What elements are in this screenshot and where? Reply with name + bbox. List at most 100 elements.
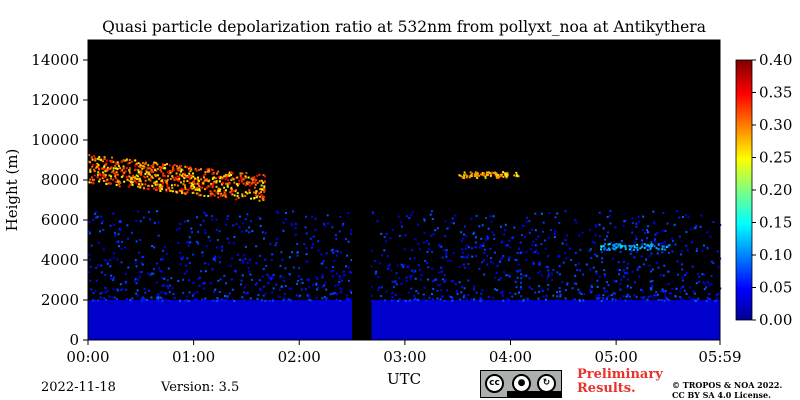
aerosol-pixel	[597, 294, 600, 297]
cirrus-pixel	[224, 173, 227, 176]
aerosol-pixel	[379, 262, 382, 265]
aerosol-pixel	[124, 280, 127, 283]
aerosol-pixel	[454, 283, 457, 286]
aerosol-pixel	[499, 260, 502, 263]
aerosol-pixel	[489, 247, 492, 250]
aerosol-pixel	[450, 296, 453, 299]
aerosol-pixel	[557, 255, 560, 258]
aerosol-pixel	[105, 298, 108, 301]
cirrus-pixel	[98, 172, 101, 175]
aerosol-pixel	[306, 294, 309, 297]
cirrus-pixel	[89, 168, 92, 171]
aerosol-pixel	[552, 294, 555, 297]
cirrus-pixel	[197, 183, 200, 186]
aerosol-pixel	[614, 292, 617, 295]
thin-layer-1-pixel	[487, 173, 490, 176]
cirrus-pixel	[139, 184, 142, 187]
aerosol-pixel	[462, 233, 465, 236]
aerosol-pixel	[264, 232, 267, 235]
aerosol-pixel	[112, 278, 115, 281]
aerosol-pixel	[332, 270, 335, 273]
cirrus-pixel	[214, 177, 217, 180]
aerosol-pixel	[681, 268, 684, 271]
cirrus-pixel	[154, 169, 157, 172]
aerosol-pixel	[279, 264, 282, 267]
aerosol-pixel	[619, 288, 622, 291]
aerosol-pixel	[340, 251, 343, 254]
cirrus-pixel	[226, 174, 229, 177]
aerosol-pixel	[472, 232, 475, 235]
cirrus-pixel	[176, 184, 179, 187]
cirrus-pixel	[102, 175, 105, 178]
aerosol-pixel	[282, 280, 285, 283]
aerosol-pixel	[643, 296, 646, 299]
aerosol-pixel	[330, 270, 333, 273]
aerosol-pixel	[290, 222, 293, 225]
aerosol-pixel	[304, 288, 307, 291]
aerosol-pixel	[147, 272, 150, 275]
thin-layer-2-pixel	[603, 248, 606, 251]
date-label: 2022-11-18	[41, 380, 116, 395]
aerosol-pixel	[540, 212, 543, 215]
aerosol-pixel	[159, 270, 162, 273]
thin-layer-2-pixel	[628, 248, 631, 251]
aerosol-pixel	[179, 222, 182, 225]
aerosol-pixel	[594, 224, 597, 227]
cirrus-pixel	[208, 185, 211, 188]
aerosol-pixel	[519, 285, 522, 288]
aerosol-pixel	[157, 296, 160, 299]
cirrus-pixel	[258, 192, 261, 195]
cirrus-pixel	[211, 193, 214, 196]
colorbar	[735, 59, 753, 321]
aerosol-pixel	[553, 233, 556, 236]
aerosol-pixel	[404, 234, 407, 237]
aerosol-pixel	[709, 235, 712, 238]
aerosol-pixel	[269, 243, 272, 246]
cirrus-pixel	[194, 168, 197, 171]
aerosol-pixel	[135, 219, 138, 222]
cirrus-pixel	[184, 175, 187, 178]
cirrus-pixel	[190, 184, 193, 187]
aerosol-pixel	[591, 240, 594, 243]
aerosol-pixel	[611, 257, 614, 260]
cirrus-pixel	[175, 190, 178, 193]
cirrus-pixel	[186, 166, 189, 169]
cirrus-pixel	[153, 161, 156, 164]
cirrus-pixel	[139, 166, 142, 169]
aerosol-pixel	[655, 291, 658, 294]
aerosol-pixel	[207, 263, 210, 266]
cirrus-pixel	[230, 171, 233, 174]
aerosol-pixel	[537, 297, 540, 300]
aerosol-pixel	[664, 291, 667, 294]
cirrus-pixel	[228, 182, 231, 185]
aerosol-pixel	[269, 278, 272, 281]
cirrus-pixel	[211, 177, 214, 180]
aerosol-pixel	[417, 299, 420, 302]
aerosol-pixel	[470, 298, 473, 301]
aerosol-pixel	[192, 281, 195, 284]
aerosol-pixel	[349, 232, 352, 235]
thin-layer-2-pixel	[619, 246, 622, 249]
aerosol-pixel	[428, 243, 431, 246]
aerosol-pixel	[429, 213, 432, 216]
thin-layer-1-pixel	[500, 174, 503, 177]
aerosol-pixel	[430, 234, 433, 237]
cirrus-pixel	[185, 176, 188, 179]
x-tick-label: 05:00	[595, 348, 638, 366]
cirrus-pixel	[217, 190, 220, 193]
aerosol-pixel	[501, 257, 504, 260]
aerosol-pixel	[709, 298, 712, 301]
aerosol-pixel	[114, 234, 117, 237]
cirrus-pixel	[114, 164, 117, 167]
aerosol-pixel	[137, 278, 140, 281]
aerosol-pixel	[481, 224, 484, 227]
cirrus-pixel	[191, 181, 194, 184]
aerosol-pixel	[214, 255, 217, 258]
thin-layer-1-pixel	[461, 176, 464, 179]
aerosol-pixel	[411, 211, 414, 214]
aerosol-pixel	[251, 230, 254, 233]
aerosol-pixel	[139, 297, 142, 300]
aerosol-pixel	[231, 298, 234, 301]
cirrus-pixel	[191, 191, 194, 194]
cirrus-pixel	[196, 192, 199, 195]
